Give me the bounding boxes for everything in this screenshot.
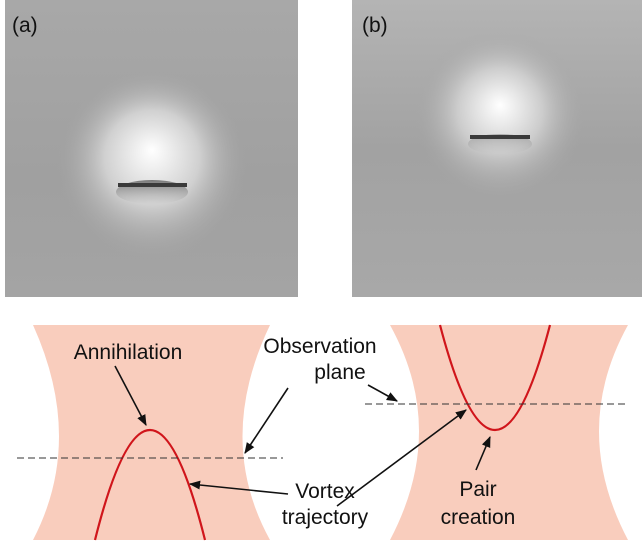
- annotation: Annihilation: [74, 341, 183, 364]
- annotation: Pair: [459, 478, 496, 501]
- panel-label: (b): [362, 14, 388, 37]
- annotation: creation: [441, 506, 516, 529]
- annotation: trajectory: [282, 506, 369, 529]
- panel-a: (a): [5, 0, 298, 297]
- panel-b: (b): [352, 0, 642, 297]
- annotation: plane: [314, 361, 365, 384]
- panel-label: (a): [12, 14, 38, 37]
- figure: (a) (b) Annihilation Observation plane V…: [0, 0, 642, 542]
- annotation: Vortex: [295, 480, 355, 503]
- annotation: Observation: [263, 335, 376, 358]
